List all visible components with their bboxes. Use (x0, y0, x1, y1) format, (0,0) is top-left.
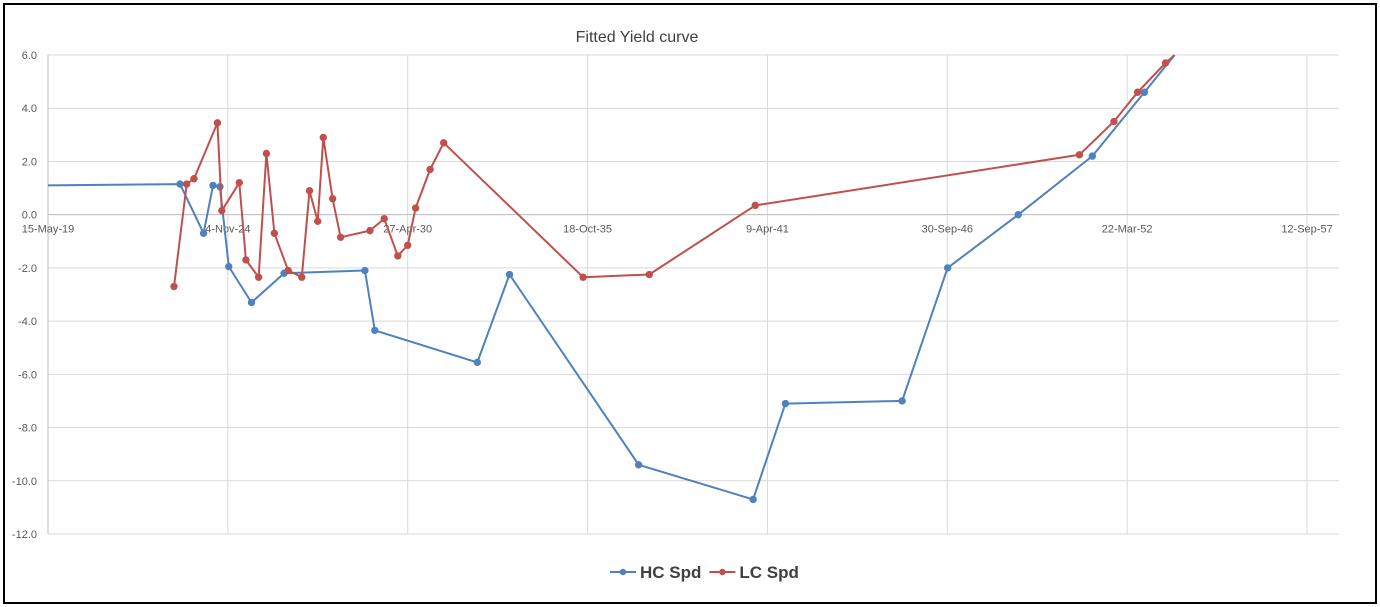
legend-label: LC Spd (739, 563, 799, 582)
data-point (439, 139, 448, 147)
data-point (366, 226, 374, 235)
data-point (247, 298, 256, 307)
y-tick-label: -12.0 (12, 529, 37, 541)
x-tick-label: 22-Mar-52 (1102, 224, 1153, 236)
data-point (1133, 88, 1142, 96)
data-point (361, 266, 369, 275)
data-point (943, 264, 952, 272)
data-point (336, 233, 345, 241)
legend-marker (719, 568, 726, 576)
data-point (1161, 59, 1170, 67)
x-tick-label: 4-Nov-24 (205, 224, 250, 236)
data-point (298, 273, 306, 281)
data-point (898, 397, 906, 405)
data-point (411, 204, 420, 212)
data-point (313, 217, 322, 226)
data-point (270, 229, 279, 237)
data-point (284, 266, 292, 275)
axis-lines (47, 55, 1339, 534)
y-tick-label: -4.0 (18, 316, 37, 328)
legend-item: HC Spd (610, 563, 701, 582)
data-point (213, 119, 222, 127)
data-point (199, 229, 208, 237)
x-tick-label: 27-Apr-30 (383, 224, 432, 236)
legend: HC Spd LC Spd (610, 563, 799, 582)
y-tick-labels: 6.0 4.0 2.0 0.0 -2.0 -4.0 -6.0 -8.0 -10.0 -12.0 (12, 50, 37, 541)
data-point (225, 262, 233, 271)
data-point (751, 201, 759, 210)
data-point (781, 399, 790, 408)
data-point (1075, 151, 1084, 159)
data-point (254, 273, 263, 281)
data-point (1014, 210, 1022, 219)
data-point (190, 175, 198, 183)
data-point (182, 180, 191, 188)
series-lines (48, 54, 1176, 504)
data-point (1110, 117, 1118, 126)
data-point (170, 282, 178, 291)
data-point (505, 270, 514, 279)
data-point (579, 273, 587, 281)
data-point (262, 149, 271, 158)
data-point (394, 252, 402, 260)
x-tick-label: 30-Sep-46 (922, 224, 973, 236)
y-tick-label: -10.0 (12, 476, 37, 488)
grid-lines (48, 54, 1339, 535)
y-tick-label: 4.0 (22, 103, 37, 115)
chart-frame: 6.0 4.0 2.0 0.0 -2.0 -4.0 -6.0 -8.0 -10.0 -12.0 1… (3, 3, 1377, 604)
data-point (473, 358, 482, 367)
data-point (235, 179, 243, 187)
y-tick-label: 2.0 (22, 156, 37, 168)
y-tick-label: -2.0 (18, 263, 37, 275)
data-point (328, 195, 337, 203)
x-tick-label: 18-Oct-35 (563, 224, 612, 236)
x-tick-label: 12-Sep-57 (1281, 224, 1332, 236)
data-point (749, 495, 757, 504)
data-point (305, 187, 314, 195)
series-line (173, 54, 1176, 287)
x-tick-label: 15-May-19 (22, 224, 75, 236)
data-point (404, 241, 412, 249)
data-point (371, 326, 379, 335)
data-point (634, 461, 643, 469)
chart-title: Fitted Yield curve (576, 29, 699, 46)
y-tick-label: -8.0 (18, 423, 37, 435)
y-tick-label: 6.0 (22, 50, 37, 62)
legend-marker (619, 568, 627, 576)
data-point (1140, 88, 1149, 96)
line-chart: 6.0 4.0 2.0 0.0 -2.0 -4.0 -6.0 -8.0 -10.0 -12.0 1… (12, 29, 1339, 582)
data-point (242, 256, 250, 264)
y-tick-label: 0.0 (22, 210, 37, 222)
data-point (176, 180, 184, 188)
series-lc-spd (170, 54, 1176, 291)
x-tick-label: 9-Apr-41 (746, 224, 789, 236)
data-point (1088, 152, 1097, 160)
data-point (645, 270, 653, 279)
legend-label: HC Spd (640, 563, 701, 582)
data-point (209, 181, 217, 190)
series-hc-spd (48, 54, 1176, 504)
data-point (380, 214, 388, 223)
data-point (218, 206, 226, 215)
x-tick-labels: 15-May-19 4-Nov-24 27-Apr-30 18-Oct-35 9-Apr… (22, 224, 1333, 236)
data-point (426, 165, 434, 174)
data-point (319, 133, 327, 142)
y-tick-label: -6.0 (18, 369, 37, 381)
legend-item: LC Spd (709, 563, 799, 582)
